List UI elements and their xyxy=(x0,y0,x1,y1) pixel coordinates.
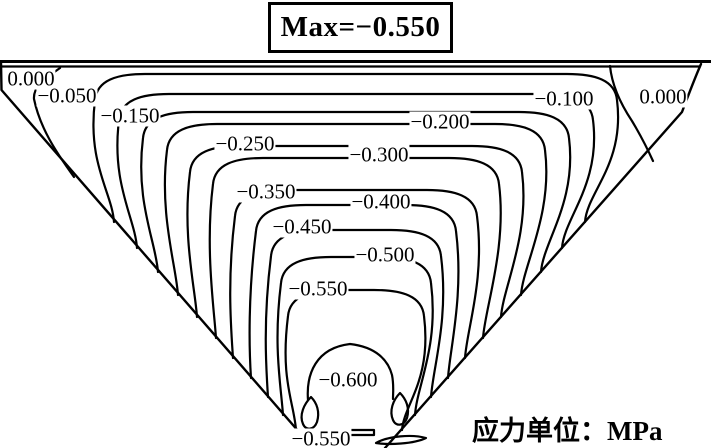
contour-label: 0.000 xyxy=(6,66,56,91)
chart-title: Max=−0.550 xyxy=(280,11,441,43)
chart-title-box: Max=−0.550 xyxy=(268,2,453,53)
contour-label: 0.000 xyxy=(638,84,688,109)
contour-label: −0.050 xyxy=(36,83,98,108)
contour-label: −0.600 xyxy=(317,367,379,392)
contour-line--0.450 xyxy=(264,228,445,399)
contour-label: −0.500 xyxy=(354,242,416,267)
contour-label: −0.100 xyxy=(533,86,595,111)
contour-line--0.050 xyxy=(92,72,620,224)
contour-bottom-lens xyxy=(374,434,428,446)
contour-label: −0.150 xyxy=(99,103,161,128)
boundary-right-edge xyxy=(383,62,703,448)
contour-line-0.000-right xyxy=(608,64,655,163)
contour-line--0.150 xyxy=(140,110,572,274)
domain-boundary xyxy=(0,60,711,448)
contour-label: −0.300 xyxy=(348,142,410,167)
contour-bottom-zigzag xyxy=(344,428,376,437)
contour-label: −0.550 xyxy=(287,276,349,301)
contour-line--0.550 xyxy=(284,288,427,432)
contour-label: −0.550 xyxy=(290,426,352,448)
contour-line--0.200 xyxy=(163,122,548,297)
contour-loop-right-blob xyxy=(390,391,410,426)
contour-line--0.600-arch xyxy=(306,342,395,402)
contour-label: −0.350 xyxy=(235,179,297,204)
unit-label: 应力单位：MPa xyxy=(472,416,663,446)
boundary-left-edge xyxy=(0,60,315,448)
contour-label: −0.200 xyxy=(409,109,471,134)
contour-label: −0.250 xyxy=(214,131,276,156)
contour-line--0.350 xyxy=(229,188,481,360)
contour-label: −0.450 xyxy=(271,214,333,239)
contour-label: −0.400 xyxy=(350,189,412,214)
